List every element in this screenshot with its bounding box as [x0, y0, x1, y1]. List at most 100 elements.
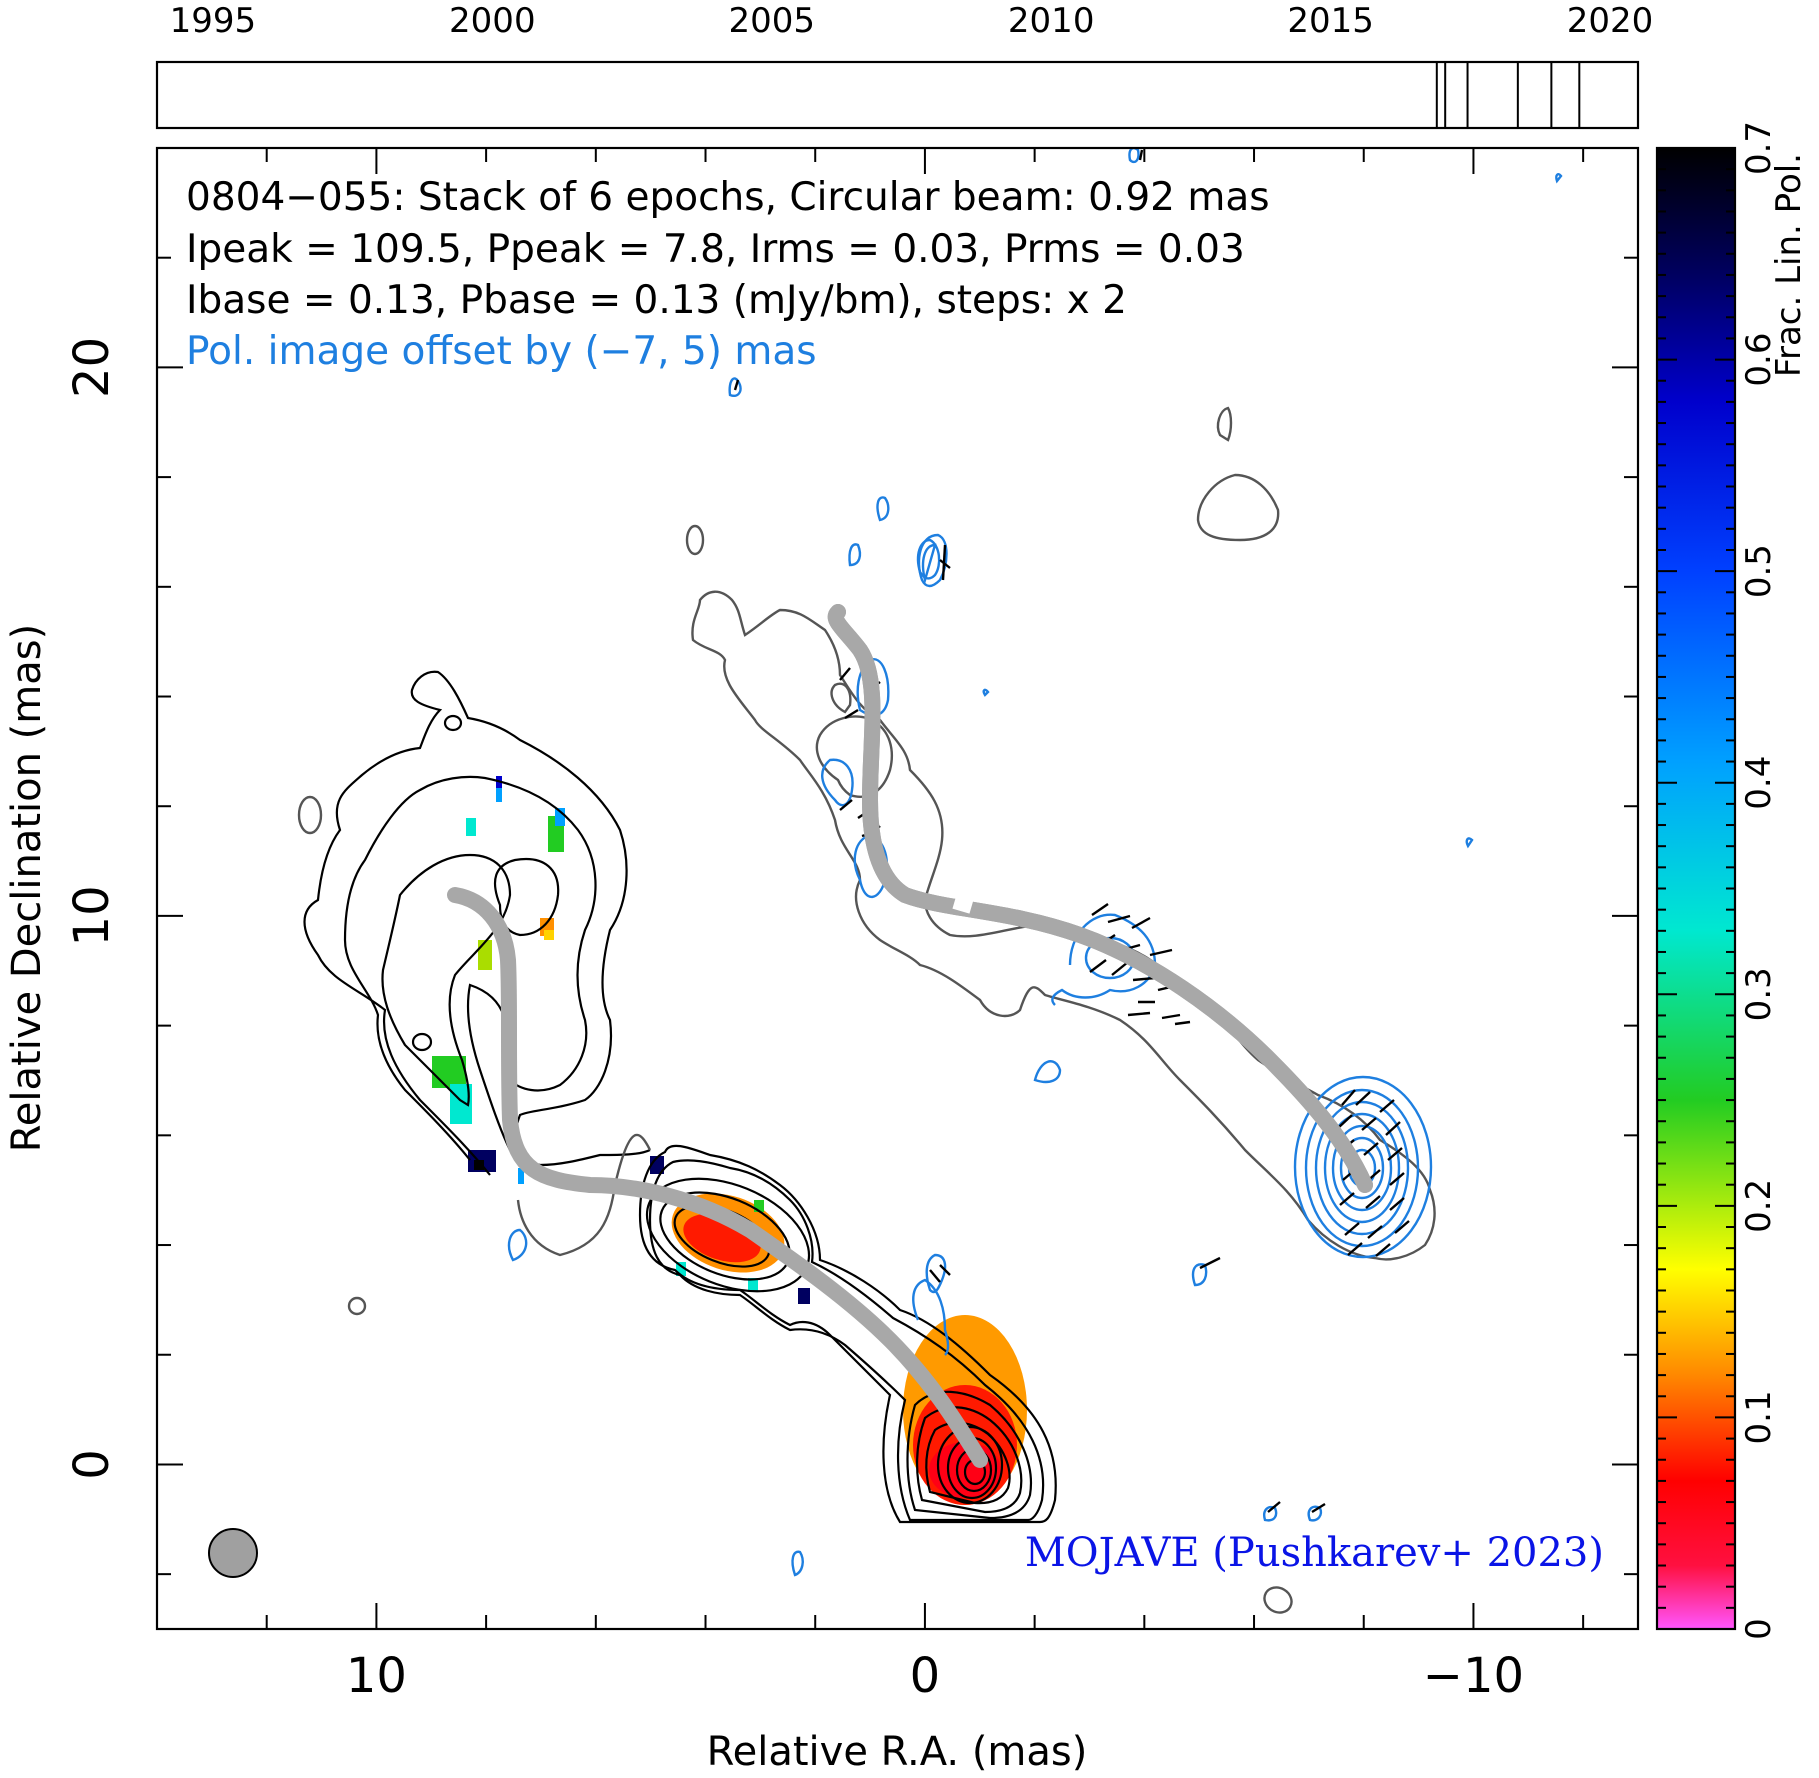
stokes-i-lowest-contour	[297, 795, 323, 835]
epoch-timeline-frame	[155, 60, 1640, 130]
ridge-gap	[952, 891, 975, 914]
evpa-stick	[844, 708, 859, 720]
x-tick-label-0: 10	[346, 1648, 407, 1704]
pol-contour-blue	[848, 543, 862, 567]
evpa-stick	[1149, 948, 1173, 957]
evpa-stick	[1199, 1256, 1221, 1270]
annotation-line-2: Ipeak = 109.5, Ppeak = 7.8, Irms = 0.03,…	[186, 227, 1245, 272]
fpol-pixel	[544, 930, 554, 940]
fpol-pixel	[432, 1056, 466, 1088]
evpa-stick	[1107, 914, 1131, 924]
stokes-i-contour	[493, 857, 560, 937]
evpa-stick	[1341, 1089, 1356, 1106]
fpol-pixel	[478, 940, 492, 970]
epoch-year-labels: 1995 2000 2005 2010 2015 2020	[170, 1, 1654, 41]
colorbar-tick-label-3: 0.3	[1739, 967, 1779, 1021]
x-tick-label-1: 0	[910, 1648, 941, 1704]
x-tick-labels: 10 0 −10	[346, 1648, 1524, 1704]
pol-contour-blue	[921, 543, 937, 585]
evpa-stick	[1375, 1243, 1391, 1257]
x-axis-label: Relative R.A. (mas)	[707, 1729, 1088, 1775]
pol-contour-blue	[1033, 1060, 1062, 1084]
evpa-stick	[1311, 1502, 1326, 1514]
stokes-i-contour	[906, 1390, 1032, 1520]
evpa-stick	[1365, 1195, 1381, 1209]
evpa-stick	[1089, 959, 1107, 973]
stokes-i-contour	[936, 1425, 1004, 1505]
colorbar-tick-label-0: 0	[1739, 1618, 1779, 1640]
evpa-stick	[1363, 1142, 1379, 1156]
y-tick-label-0: 0	[64, 1449, 120, 1480]
fpol-pixel	[798, 1288, 810, 1304]
epoch-marks	[1435, 62, 1581, 128]
stokes-i-lowest-contour	[1263, 1586, 1293, 1614]
pol-contour	[815, 715, 894, 798]
pol-contour-blue	[1128, 148, 1140, 164]
stokes-i-contour	[443, 714, 463, 732]
x-tick-label-2: −10	[1423, 1648, 1524, 1704]
fpol-pixel	[496, 788, 502, 802]
pol-contour-blue	[925, 1253, 947, 1294]
y-axis-label: Relative Declination (mas)	[4, 624, 50, 1152]
pol-contour-blue	[916, 538, 941, 580]
stokes-i-contour	[648, 1159, 1045, 1522]
y-tick-label-1: 10	[64, 885, 120, 946]
colorbar-tick-label-5: 0.5	[1739, 544, 1779, 598]
stokes-i-lowest-contour	[638, 1144, 1057, 1524]
colorbar-tick-label-4: 0.4	[1739, 756, 1779, 810]
pol-contour-blue	[1051, 913, 1157, 1006]
evpa-stick	[1337, 1114, 1353, 1129]
colorbar-tick-label-1: 0.1	[1739, 1390, 1779, 1444]
pol-contour	[830, 682, 852, 714]
evpa-stick	[1127, 1011, 1151, 1017]
evpa-stick	[1347, 1242, 1363, 1256]
pol-contour	[1216, 406, 1233, 442]
stokes-i-contours	[297, 670, 1293, 1614]
evpa-stick	[1361, 1117, 1377, 1131]
jet-ridge-line-offset-cap	[827, 604, 1373, 1193]
fpol-pixel	[676, 1262, 686, 1276]
evpa-stick	[1111, 961, 1129, 976]
map-ticks	[156, 147, 1638, 1629]
epoch-year-label-3: 2010	[1008, 1, 1095, 41]
beam-ellipse	[208, 1528, 258, 1578]
colorbar: 0 0.1 0.2 0.3 0.4 0.5 0.6 0.7 Frac. Lin.…	[1655, 121, 1809, 1640]
epoch-year-label-5: 2020	[1567, 1, 1654, 41]
colorbar-gradient	[1657, 148, 1735, 1629]
epoch-timeline: 1995 2000 2005 2010 2015 2020	[155, 1, 1654, 130]
pol-contour-blue	[876, 496, 890, 522]
epoch-year-label-0: 1995	[170, 1, 257, 41]
pol-contour-blue	[1339, 1136, 1385, 1200]
evpa-stick	[939, 1264, 951, 1276]
pol-contour	[685, 524, 705, 556]
evpa-stick	[1091, 903, 1109, 916]
pol-contour-blue	[912, 1278, 950, 1356]
evpa-stick	[1367, 1225, 1383, 1239]
annotation-line-1: 0804−055: Stack of 6 epochs, Circular be…	[186, 175, 1270, 220]
evpa-stick	[1161, 1013, 1181, 1020]
y-tick-label-2: 20	[64, 337, 120, 398]
evpa-sticks	[733, 149, 1410, 1514]
evpa-stick	[1389, 1172, 1405, 1186]
evpa-stick	[1379, 1099, 1395, 1113]
pol-contour-blue	[982, 688, 990, 697]
stokes-i-contour	[411, 1032, 433, 1052]
stokes-i-contour	[916, 1406, 1023, 1514]
stokes-i-lowest-contour	[347, 1296, 367, 1316]
colorbar-tick-label-7: 0.7	[1739, 121, 1779, 175]
pol-contour-blue	[1323, 1112, 1401, 1224]
evpa-stick	[1174, 1020, 1191, 1026]
evpa-stick	[1355, 1091, 1371, 1106]
pol-contour-blue	[791, 1550, 804, 1577]
evpa-stick	[1344, 1222, 1360, 1236]
evpa-stick	[733, 379, 740, 391]
fpol-pixel	[474, 1160, 484, 1170]
credit-label: MOJAVE (Pushkarev+ 2023)	[1025, 1530, 1604, 1576]
y-tick-labels: 0 10 20	[64, 337, 120, 1480]
pol-contour-blue	[1191, 1263, 1208, 1287]
pol-contour-blue	[1304, 1088, 1420, 1248]
pol-contour-blue	[507, 1228, 528, 1262]
evpa-stick	[929, 1269, 941, 1283]
fpol-pixel	[518, 1168, 524, 1184]
